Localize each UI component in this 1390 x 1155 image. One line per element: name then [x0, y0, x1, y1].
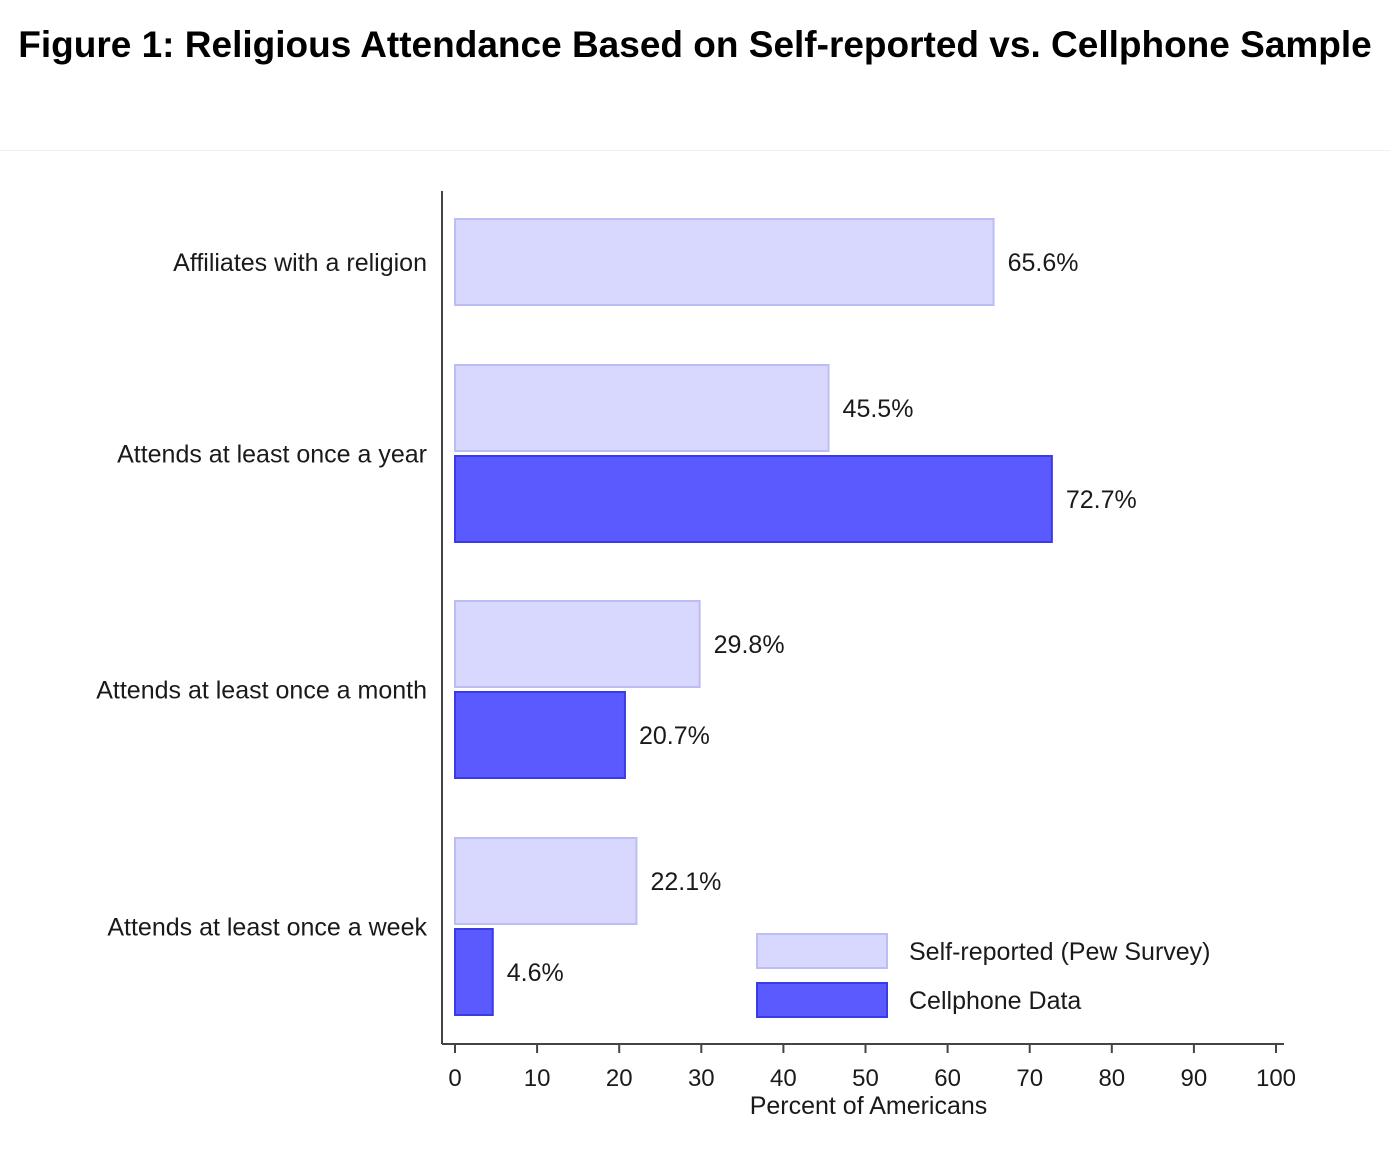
bar-self-reported-2	[454, 600, 701, 688]
x-tick-label-60: 60	[934, 1065, 961, 1092]
value-labels: 65.6% 45.5% 72.7% 29.8% 20.7% 22.1% 4.6%	[507, 249, 1137, 987]
x-tick-label-20: 20	[606, 1065, 633, 1092]
value-label-self-reported-2: 29.8%	[714, 631, 785, 659]
bar-cellphone-3	[454, 928, 494, 1016]
x-tick-label-30: 30	[688, 1065, 715, 1092]
x-tick-label-40: 40	[770, 1065, 797, 1092]
x-axis-label: Percent of Americans	[750, 1092, 988, 1120]
value-label-cellphone-2: 20.7%	[639, 722, 710, 750]
category-labels: Affiliates with a religion Attends at lea…	[96, 249, 427, 942]
x-tick-label-80: 80	[1098, 1065, 1125, 1092]
x-tick-label-10: 10	[524, 1065, 551, 1092]
bar-self-reported-3	[454, 837, 638, 925]
bar-self-reported-1	[454, 364, 830, 452]
x-tick-label-50: 50	[852, 1065, 879, 1092]
bars	[454, 218, 1053, 1016]
axes	[441, 191, 1284, 1045]
legend-label-1: Cellphone Data	[909, 987, 1081, 1015]
plot-panel: Affiliates with a religion Attends at lea…	[0, 150, 1390, 1155]
x-tick-label-90: 90	[1181, 1065, 1208, 1092]
legend-swatch-0	[756, 933, 888, 969]
category-label-1: Attends at least once a year	[117, 441, 427, 469]
legend-swatch-1	[756, 982, 888, 1018]
x-ticks: 0 10 20 30 40 50 60 70 80 90 100	[448, 1044, 1296, 1092]
value-label-self-reported-1: 45.5%	[843, 395, 914, 423]
bar-chart: Affiliates with a religion Attends at lea…	[96, 191, 1296, 1120]
figure-title: Figure 1: Religious Attendance Based on …	[18, 24, 1372, 65]
x-tick-label-70: 70	[1016, 1065, 1043, 1092]
legend: Self-reported (Pew Survey) Cellphone Data	[756, 933, 1211, 1018]
bar-cellphone-2	[454, 691, 626, 779]
category-label-2: Attends at least once a month	[96, 677, 427, 705]
category-label-3: Attends at least once a week	[107, 914, 427, 942]
legend-label-0: Self-reported (Pew Survey)	[909, 938, 1211, 966]
bar-cellphone-1	[454, 455, 1053, 543]
value-label-cellphone-3: 4.6%	[507, 959, 564, 987]
x-tick-label-0: 0	[448, 1065, 461, 1092]
category-label-0: Affiliates with a religion	[173, 249, 427, 277]
value-label-cellphone-1: 72.7%	[1066, 486, 1137, 514]
value-label-self-reported-0: 65.6%	[1008, 249, 1079, 277]
x-tick-label-100: 100	[1256, 1065, 1296, 1092]
bar-self-reported-0	[454, 218, 995, 306]
value-label-self-reported-3: 22.1%	[650, 868, 721, 896]
